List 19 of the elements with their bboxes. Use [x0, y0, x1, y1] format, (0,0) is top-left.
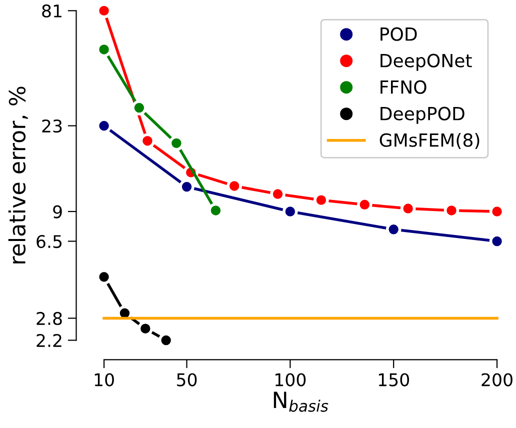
y-axis-title: relative error, %: [8, 86, 28, 264]
point: [132, 100, 147, 116]
y-tick-label: 2.2: [36, 334, 62, 347]
y-tick-label: 23: [42, 119, 62, 133]
x-tick-label: 10: [94, 373, 114, 386]
x-tick-label: 200: [482, 373, 512, 386]
x-tick-label: 50: [177, 373, 197, 386]
legend-label: POD: [380, 27, 417, 41]
y-tick-label: 6.5: [36, 234, 62, 248]
y-tick-label: 9: [53, 205, 62, 218]
legend-label: DeepONet: [380, 54, 472, 71]
x-axis-title: N$_{basis}$: [274, 392, 328, 412]
y-tick-label: 81: [42, 4, 62, 18]
y-tick-label: 2.8: [36, 312, 62, 326]
legend-label: FFNO: [380, 80, 426, 94]
x-tick-label: 100: [276, 373, 306, 386]
legend-label: GMsFEM(8): [380, 132, 480, 150]
legend-label: DeepPOD: [380, 106, 464, 124]
x-tick-label: 150: [378, 373, 410, 386]
